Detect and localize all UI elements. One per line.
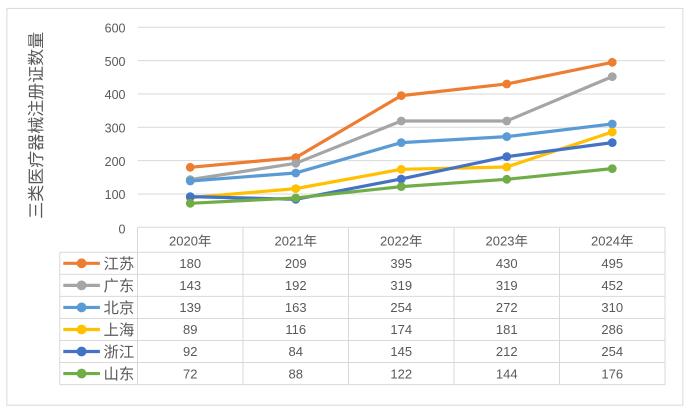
svg-text:2020: 2020: [169, 234, 198, 249]
svg-text:2021: 2021: [275, 234, 304, 249]
svg-text:209: 209: [285, 256, 307, 271]
svg-text:500: 500: [105, 55, 126, 69]
svg-text:200: 200: [105, 155, 126, 169]
svg-text:254: 254: [601, 344, 623, 359]
svg-text:139: 139: [179, 300, 201, 315]
svg-text:176: 176: [601, 366, 623, 381]
svg-text:143: 143: [179, 278, 201, 293]
svg-text:212: 212: [496, 344, 518, 359]
svg-text:452: 452: [601, 278, 623, 293]
svg-text:2022: 2022: [380, 234, 409, 249]
svg-text:181: 181: [496, 322, 518, 337]
svg-text:145: 145: [390, 344, 412, 359]
svg-text:116: 116: [285, 322, 306, 337]
svg-text:430: 430: [496, 256, 518, 271]
svg-text:89: 89: [183, 322, 197, 337]
svg-text:100: 100: [105, 188, 126, 202]
svg-text:92: 92: [183, 344, 197, 359]
svg-text:254: 254: [390, 300, 412, 315]
svg-text:180: 180: [179, 256, 201, 271]
svg-text:163: 163: [285, 300, 307, 315]
svg-text:192: 192: [285, 278, 307, 293]
svg-text:2024: 2024: [591, 234, 620, 249]
svg-text:122: 122: [390, 366, 412, 381]
svg-text:72: 72: [183, 366, 197, 381]
svg-text:495: 495: [601, 256, 623, 271]
svg-text:319: 319: [390, 278, 412, 293]
svg-text:400: 400: [105, 88, 126, 102]
svg-text:310: 310: [601, 300, 623, 315]
svg-text:88: 88: [289, 366, 303, 381]
svg-text:319: 319: [496, 278, 518, 293]
svg-text:144: 144: [496, 366, 518, 381]
svg-text:272: 272: [496, 300, 518, 315]
svg-text:395: 395: [390, 256, 412, 271]
svg-text:600: 600: [105, 22, 126, 36]
svg-text:286: 286: [601, 322, 623, 337]
svg-text:174: 174: [390, 322, 412, 337]
svg-text:0: 0: [119, 223, 126, 237]
svg-text:84: 84: [289, 344, 303, 359]
svg-text:300: 300: [105, 122, 126, 136]
svg-text:2023: 2023: [486, 234, 515, 249]
